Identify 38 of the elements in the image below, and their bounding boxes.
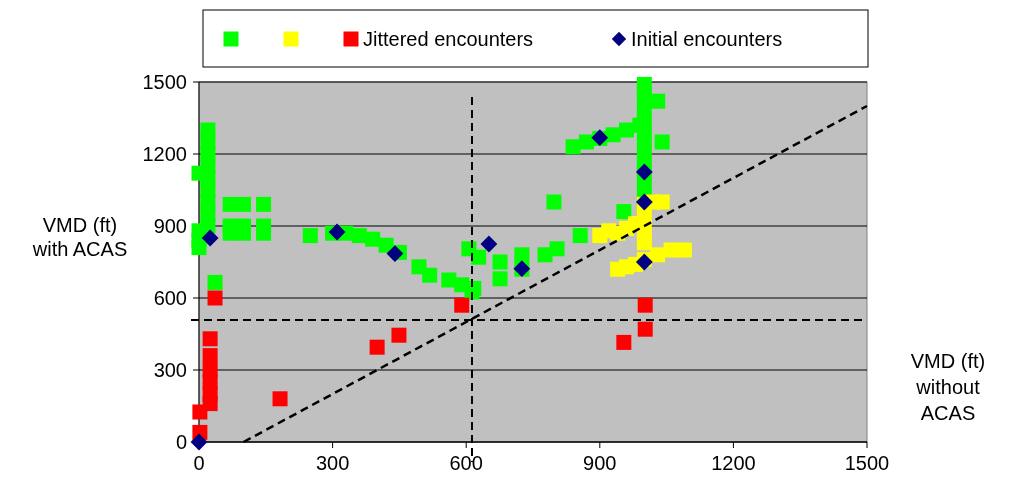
- point: [636, 235, 652, 251]
- y-tick-label: 1200: [142, 143, 187, 165]
- x-tick-label: 0: [193, 452, 205, 474]
- x-tick-label: 900: [583, 452, 617, 474]
- point: [636, 208, 652, 224]
- point: [650, 247, 666, 263]
- x-tick-label: 1200: [711, 452, 756, 474]
- legend-label: Jittered encounters: [363, 28, 534, 50]
- point: [637, 297, 653, 313]
- point: [391, 327, 407, 343]
- point: [369, 339, 385, 355]
- y-tick-label: 1500: [142, 71, 187, 93]
- y-tick-label: 600: [153, 287, 187, 309]
- y-tick-label: 0: [175, 431, 187, 453]
- point: [637, 321, 653, 337]
- point: [654, 194, 670, 210]
- point: [454, 297, 470, 313]
- point: [676, 242, 692, 258]
- y-axis-title: VMD (ft) with ACAS: [31, 214, 128, 260]
- x-axis-title: VMD (ft) without ACAS: [910, 350, 986, 424]
- point: [272, 391, 288, 407]
- y-tick-label: 900: [153, 215, 187, 237]
- point: [190, 433, 208, 451]
- point: [616, 334, 632, 350]
- legend-label: Initial encounters: [631, 28, 783, 50]
- x-tick-label: 300: [315, 452, 350, 474]
- x-tick-label: 1500: [844, 452, 890, 474]
- point: [480, 235, 498, 253]
- y-tick-label: 300: [153, 359, 187, 381]
- point: [201, 229, 219, 247]
- point: [207, 290, 223, 306]
- point: [386, 245, 404, 262]
- point: [202, 396, 218, 412]
- point: [635, 163, 653, 181]
- x-tick-label: 600: [449, 452, 483, 474]
- point: [202, 348, 218, 364]
- point: [328, 223, 346, 241]
- point: [202, 331, 218, 347]
